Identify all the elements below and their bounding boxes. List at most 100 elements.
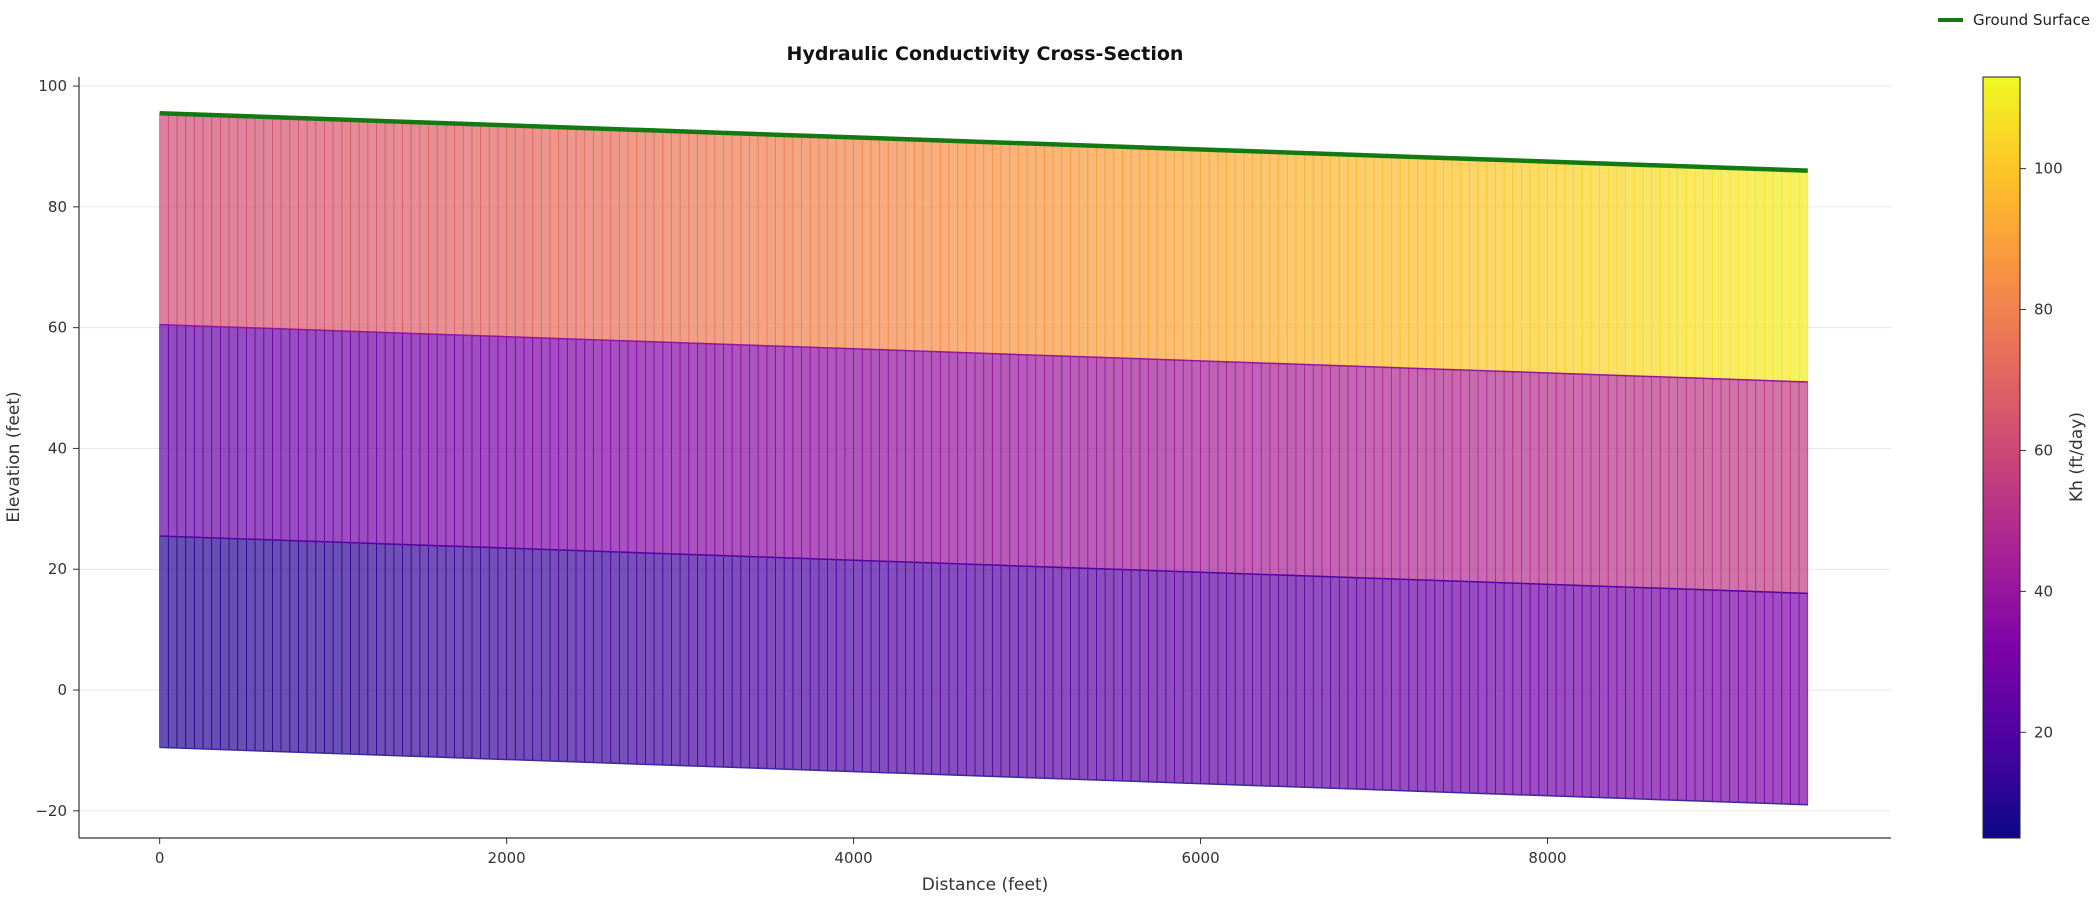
cell-layer-1 [1122, 146, 1132, 359]
cell-layer-1 [393, 120, 403, 334]
cell-layer-2 [350, 330, 360, 544]
cell-layer-2 [558, 338, 568, 551]
conductivity-cells [159, 112, 1809, 806]
cell-layer-3 [1763, 591, 1774, 804]
cell-layer-1 [1278, 151, 1288, 365]
cell-layer-2 [167, 324, 178, 538]
cell-layer-2 [1711, 378, 1722, 591]
cell-layer-3 [775, 557, 785, 770]
cell-layer-2 [627, 340, 638, 554]
cell-layer-3 [506, 547, 516, 761]
cell-layer-2 [1191, 360, 1201, 573]
cell-layer-3 [1668, 588, 1679, 801]
cell-layer-2 [1096, 356, 1106, 570]
cell-layer-3 [159, 535, 169, 749]
cell-layer-3 [740, 555, 750, 769]
cell-layer-1 [705, 131, 716, 345]
cell-layer-2 [1720, 378, 1731, 592]
cell-layer-2 [1017, 354, 1028, 567]
cell-layer-3 [905, 561, 915, 775]
cell-layer-1 [1763, 168, 1774, 382]
cell-layer-3 [306, 540, 317, 754]
cell-layer-3 [497, 547, 508, 760]
cell-layer-2 [697, 342, 707, 556]
cell-layer-3 [1347, 576, 1358, 790]
cell-layer-2 [939, 351, 950, 564]
cell-layer-1 [653, 130, 664, 343]
cell-layer-3 [1460, 580, 1470, 794]
cell-layer-2 [1729, 378, 1739, 592]
cell-layer-3 [592, 550, 603, 764]
cell-layer-3 [844, 559, 854, 772]
cell-layer-2 [254, 327, 265, 541]
cell-layer-1 [1711, 166, 1722, 380]
cell-layer-3 [1217, 572, 1227, 785]
cell-layer-3 [827, 558, 837, 772]
cell-layer-1 [783, 134, 794, 348]
cell-layer-3 [1538, 583, 1548, 797]
cell-layer-2 [1070, 355, 1080, 569]
cell-layer-1 [1321, 153, 1332, 366]
colorbar: 20 40 60 80 100 Kh (ft/day) [1982, 76, 2087, 839]
surface-lines [159, 110, 1808, 806]
cell-layer-1 [905, 138, 915, 352]
cell-layer-2 [1356, 365, 1366, 579]
cell-layer-3 [974, 563, 985, 777]
cell-layer-2 [1087, 356, 1097, 570]
cell-layer-3 [1234, 573, 1245, 786]
cell-layer-2 [1529, 371, 1540, 585]
cell-layer-1 [887, 138, 898, 351]
cell-layer-3 [731, 555, 742, 769]
cell-layer-2 [1607, 374, 1618, 588]
cell-layer-3 [1477, 581, 1488, 795]
cell-layer-3 [1720, 589, 1731, 803]
cell-layer-1 [1564, 161, 1574, 375]
cell-layer-2 [272, 328, 282, 541]
y-tick-label: 100 [38, 77, 67, 95]
cell-layer-1 [870, 137, 881, 351]
cell-layer-3 [1026, 565, 1037, 779]
cell-layer-2 [1338, 365, 1349, 578]
cell-layer-2 [506, 336, 516, 549]
cell-layer-3 [610, 551, 620, 764]
cell-layer-2 [1408, 367, 1418, 581]
cell-layer-2 [1278, 363, 1288, 576]
cell-layer-1 [645, 129, 655, 343]
cell-layer-1 [1607, 163, 1618, 376]
cell-layer-1 [280, 117, 291, 330]
cell-layer-1 [1217, 149, 1227, 363]
cell-layer-2 [1200, 360, 1210, 573]
cell-layer-3 [931, 562, 941, 775]
cell-layer-2 [1286, 363, 1297, 576]
cell-layer-2 [592, 339, 603, 552]
cell-layer-3 [1755, 591, 1765, 804]
cell-layer-2 [879, 349, 889, 562]
cell-layer-3 [523, 548, 534, 761]
cell-layer-1 [965, 140, 976, 354]
cell-layer-2 [393, 332, 403, 545]
cell-layer-2 [1156, 358, 1167, 572]
cell-layer-2 [1165, 359, 1175, 572]
cell-layer-1 [723, 132, 733, 345]
cell-layer-2 [1616, 374, 1626, 588]
cell-layer-1 [731, 132, 742, 346]
cell-layer-1 [1469, 158, 1479, 371]
cell-layer-3 [671, 553, 681, 766]
cell-layer-2 [957, 351, 967, 565]
cell-layer-1 [176, 113, 187, 326]
colorbar-tick-label: 20 [2034, 723, 2053, 741]
x-axis-label: Distance (feet) [922, 875, 1049, 895]
cell-layer-2 [549, 337, 560, 551]
cell-layer-2 [1789, 380, 1800, 594]
cell-layer-2 [757, 345, 768, 558]
cell-layer-2 [462, 334, 473, 548]
cell-layer-2 [983, 352, 993, 566]
cell-layer-1 [1148, 147, 1158, 360]
cell-layer-1 [1425, 156, 1436, 370]
cell-layer-1 [185, 113, 195, 327]
cell-layer-3 [809, 558, 820, 771]
cell-layer-2 [1373, 366, 1384, 580]
cell-layer-3 [367, 542, 377, 756]
legend: Ground Surface [1938, 11, 2090, 29]
cell-layer-1 [167, 113, 178, 326]
